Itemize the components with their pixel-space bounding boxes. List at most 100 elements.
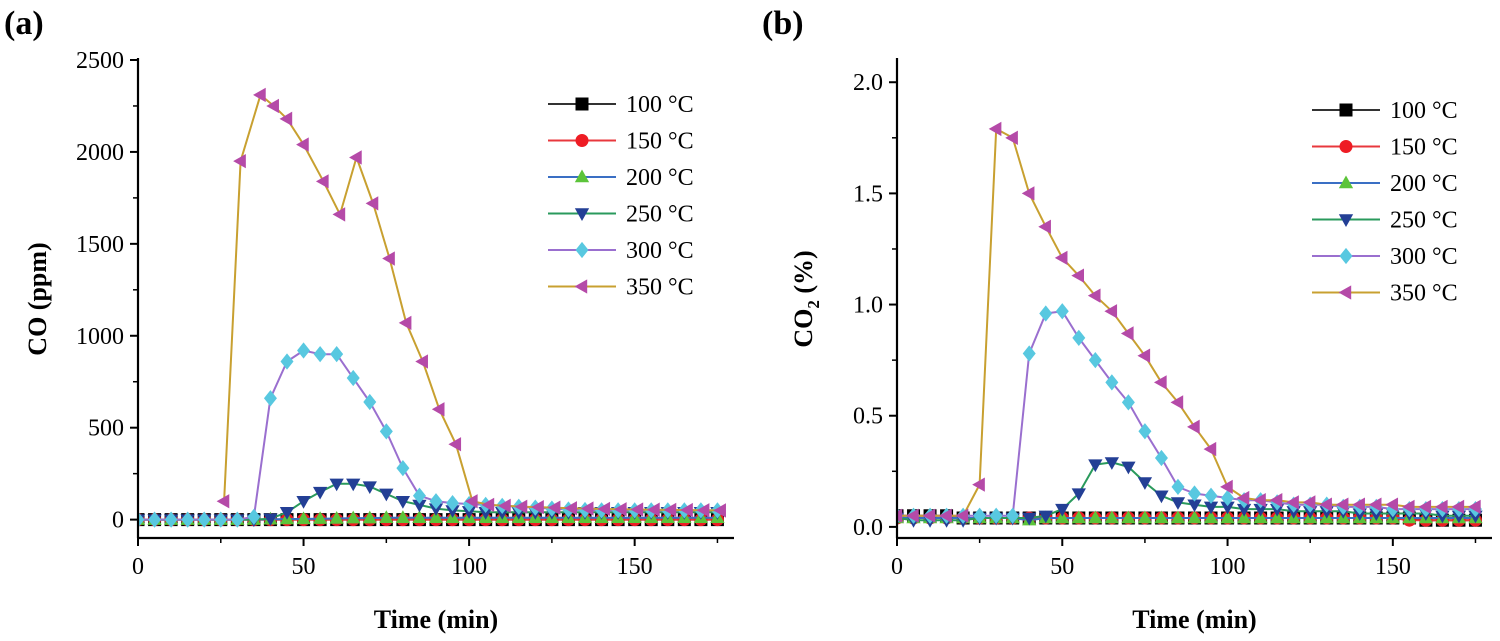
data-point-b-5-7 bbox=[1005, 130, 1018, 145]
data-point-b-5-14 bbox=[1120, 326, 1134, 341]
y-axis-title-a: CO (ppm) bbox=[23, 242, 52, 355]
data-point-b-2-13 bbox=[1104, 510, 1120, 524]
data-point-a-3-8 bbox=[263, 513, 278, 527]
data-point-a-4-4 bbox=[197, 511, 211, 528]
data-point-b-3-20 bbox=[1220, 501, 1235, 515]
data-point-a-5-11 bbox=[398, 315, 412, 331]
data-point-b-2-19 bbox=[1203, 510, 1219, 524]
data-point-a-2-12 bbox=[329, 511, 344, 524]
plot-area-a bbox=[138, 87, 726, 528]
data-point-a-2-16 bbox=[395, 510, 411, 523]
data-point-b-2-14 bbox=[1121, 510, 1136, 524]
data-point-b-3-10 bbox=[1055, 503, 1070, 517]
data-point-b-5-8 bbox=[1021, 186, 1035, 201]
data-point-a-5-25 bbox=[630, 502, 644, 517]
data-point-b-4-17 bbox=[1171, 478, 1185, 495]
data-point-b-2-17 bbox=[1170, 510, 1186, 524]
data-point-b-3-9 bbox=[1038, 510, 1053, 524]
legend-marker-b-5 bbox=[1338, 285, 1352, 300]
data-point-a-4-3 bbox=[181, 511, 195, 528]
legend-label-a-5: 350 °C bbox=[626, 275, 694, 301]
data-point-a-5-10 bbox=[382, 251, 395, 266]
legend-label-b-3: 250 °C bbox=[1390, 208, 1458, 234]
x-tick-label-b-0: 0 bbox=[891, 554, 903, 580]
data-point-a-3-13 bbox=[346, 478, 361, 492]
data-point-b-5-31 bbox=[1401, 499, 1415, 515]
panel-label-a: (a) bbox=[4, 5, 44, 42]
data-point-b-5-11 bbox=[1071, 268, 1085, 283]
data-point-a-4-11 bbox=[313, 346, 327, 363]
data-point-b-5-6 bbox=[988, 121, 1002, 137]
legend-marker-b-2 bbox=[1338, 175, 1354, 189]
data-point-a-5-8 bbox=[349, 150, 362, 165]
panel-b: (b) 0 50 100 150 0.0 0.5 1.0 1.5 2.0 Time (min) CO… bbox=[762, 5, 1492, 634]
data-point-b-5-32 bbox=[1418, 499, 1432, 515]
data-point-b-3-8 bbox=[1022, 512, 1037, 526]
data-point-a-5-5 bbox=[296, 137, 309, 152]
data-point-a-3-19 bbox=[445, 505, 460, 518]
data-point-b-3-11 bbox=[1071, 488, 1086, 502]
legend-label-b-2: 200 °C bbox=[1390, 171, 1458, 197]
data-point-b-5-9 bbox=[1038, 219, 1051, 234]
data-point-a-3-18 bbox=[428, 503, 444, 517]
data-point-a-4-2 bbox=[164, 511, 178, 528]
series-line-a-5 bbox=[223, 93, 721, 512]
data-point-a-5-26 bbox=[647, 502, 660, 517]
legend-label-b-0: 100 °C bbox=[1390, 98, 1458, 124]
data-point-a-5-3 bbox=[266, 98, 279, 114]
data-point-a-4-8 bbox=[263, 390, 277, 407]
data-point-b-2-22 bbox=[1253, 510, 1268, 524]
data-point-b-4-20 bbox=[1221, 489, 1235, 507]
data-point-a-3-16 bbox=[395, 496, 411, 509]
data-point-b-3-18 bbox=[1187, 499, 1202, 513]
data-point-b-4-13 bbox=[1105, 374, 1119, 391]
data-point-a-5-13 bbox=[431, 402, 445, 417]
legend-marker-a-5 bbox=[574, 279, 588, 294]
data-point-b-5-12 bbox=[1087, 288, 1101, 303]
data-point-b-4-14 bbox=[1121, 394, 1135, 411]
data-point-b-5-2 bbox=[922, 508, 936, 523]
data-point-b-5-25 bbox=[1302, 495, 1316, 510]
legend-label-b-5: 350 °C bbox=[1390, 281, 1458, 307]
legend-marker-b-1 bbox=[1339, 140, 1353, 153]
data-point-b-5-35 bbox=[1467, 499, 1481, 515]
data-point-a-5-14 bbox=[448, 437, 462, 452]
data-point-b-5-15 bbox=[1137, 348, 1151, 363]
data-point-b-5-19 bbox=[1203, 441, 1217, 457]
data-point-a-5-4 bbox=[279, 111, 293, 126]
data-point-a-3-17 bbox=[412, 499, 427, 513]
data-point-b-5-24 bbox=[1286, 495, 1299, 510]
data-point-b-5-30 bbox=[1385, 497, 1399, 512]
data-point-b-4-15 bbox=[1138, 423, 1152, 440]
data-point-a-2-15 bbox=[379, 510, 394, 523]
data-point-a-2-10 bbox=[296, 511, 311, 525]
data-point-b-2-20 bbox=[1220, 510, 1235, 524]
data-point-a-4-6 bbox=[230, 511, 244, 528]
data-point-b-2-18 bbox=[1187, 510, 1202, 524]
data-point-a-5-17 bbox=[498, 498, 511, 513]
data-point-b-5-10 bbox=[1054, 250, 1068, 266]
data-point-b-2-12 bbox=[1088, 510, 1103, 524]
data-point-a-4-7 bbox=[247, 508, 261, 525]
legend-marker-a-2 bbox=[574, 169, 590, 183]
y-tick-label-b-4: 2.0 bbox=[853, 70, 883, 96]
data-point-a-5-19 bbox=[531, 499, 544, 515]
legend-marker-a-3 bbox=[574, 208, 590, 221]
legend-b: 100 °C 150 °C 200 °C 250 °C 300 °C 350 °C bbox=[1312, 98, 1458, 307]
data-point-a-5-0 bbox=[216, 494, 230, 509]
data-point-a-4-16 bbox=[396, 460, 410, 477]
legend-label-b-4: 300 °C bbox=[1390, 244, 1458, 270]
data-point-a-5-28 bbox=[680, 502, 693, 518]
data-point-b-5-0 bbox=[897, 508, 903, 523]
data-point-b-5-17 bbox=[1170, 395, 1184, 410]
data-point-a-3-10 bbox=[296, 496, 311, 509]
data-point-a-4-5 bbox=[214, 511, 228, 528]
data-point-a-2-18 bbox=[428, 510, 444, 523]
data-point-b-5-18 bbox=[1187, 419, 1200, 434]
legend-marker-a-0 bbox=[575, 97, 589, 111]
data-point-b-4-7 bbox=[1006, 507, 1020, 524]
data-point-a-5-27 bbox=[663, 502, 677, 518]
data-point-a-4-12 bbox=[330, 346, 344, 363]
data-point-a-4-0 bbox=[138, 511, 145, 528]
